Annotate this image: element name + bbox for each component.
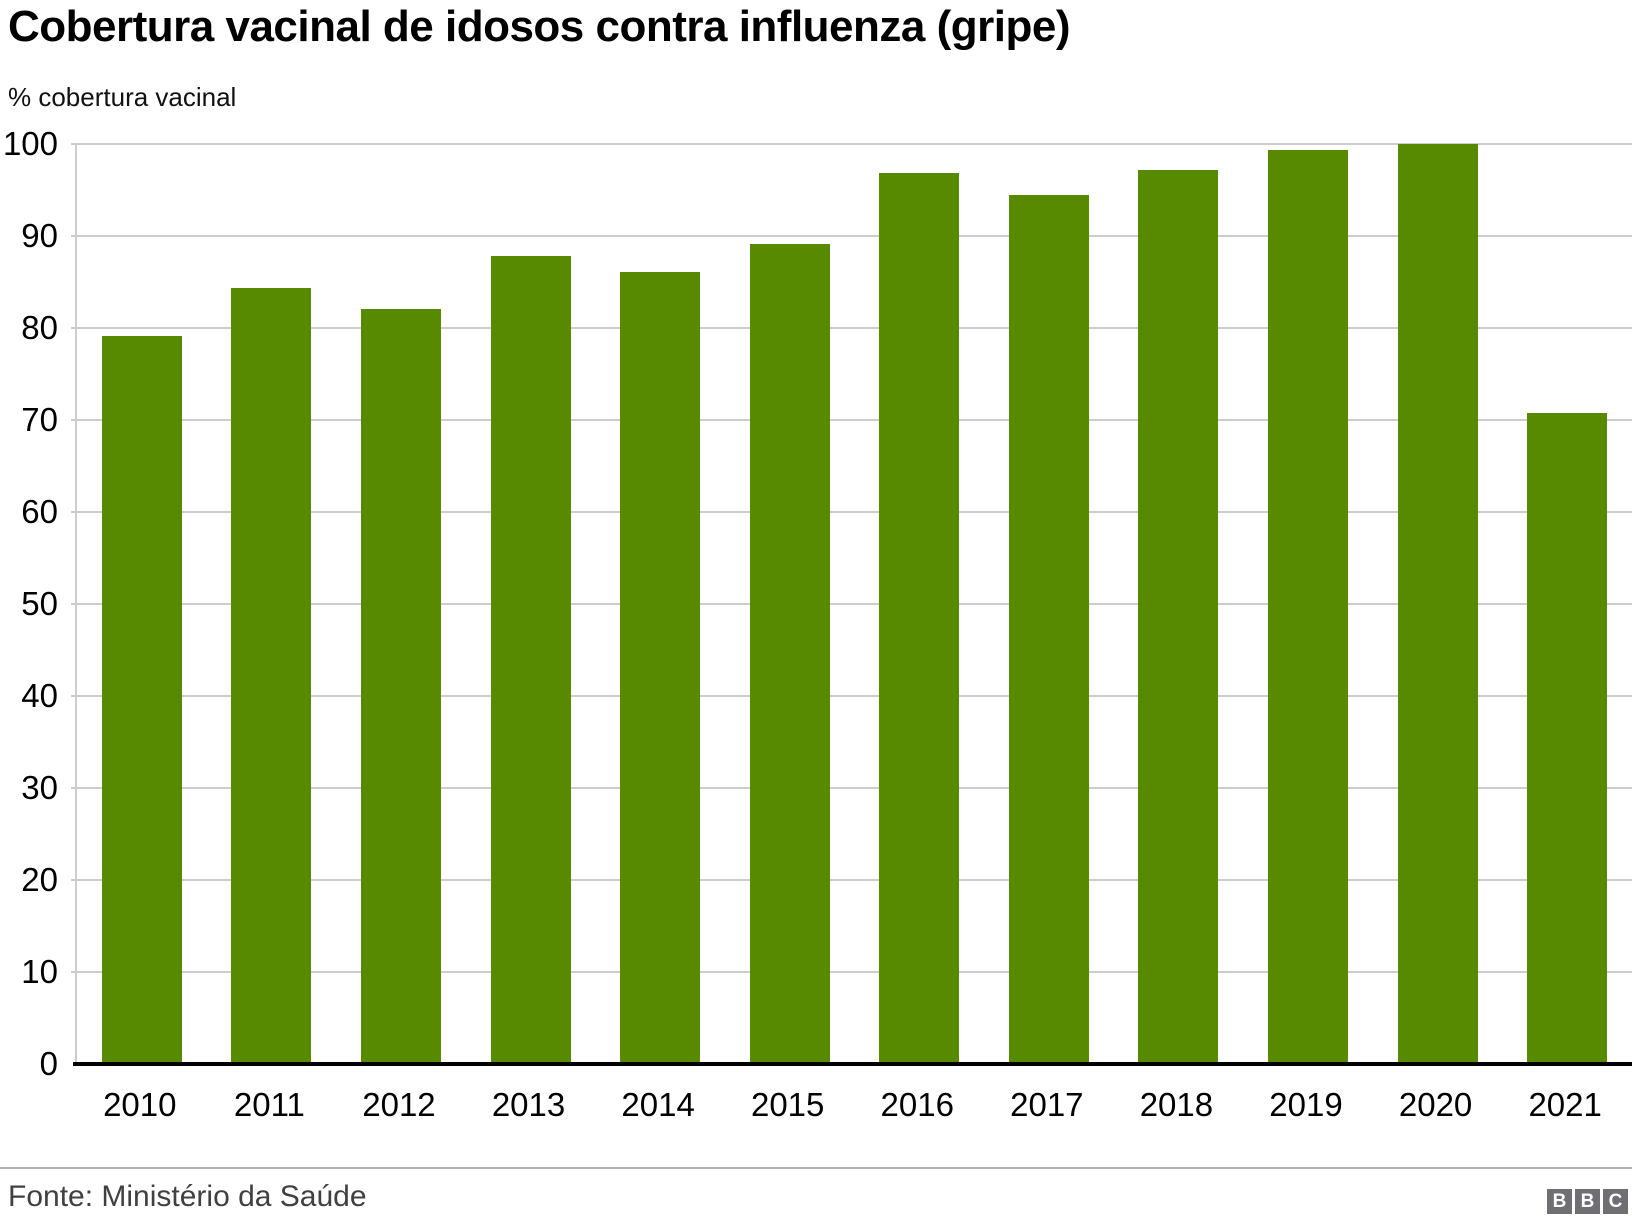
- x-tick-label: 2013: [491, 1086, 566, 1123]
- gridline: [71, 879, 1632, 881]
- bar-2016: [879, 172, 960, 1064]
- bar-2020: [1397, 144, 1478, 1064]
- x-tick-label: 2021: [1528, 1086, 1602, 1123]
- x-tick-label: 2016: [880, 1086, 954, 1123]
- bar-2013: [490, 256, 571, 1064]
- bar-2014: [620, 271, 701, 1064]
- y-tick-label: 40: [21, 677, 58, 714]
- x-tick-label: 2014: [621, 1086, 695, 1123]
- bar-slot: [336, 144, 466, 1064]
- y-tick-label: 10: [21, 953, 58, 990]
- bar-slot: [466, 144, 596, 1064]
- bar-2017: [1008, 194, 1089, 1064]
- y-axis: 0 10 20 30 40 50 60 70 80 90 100: [0, 126, 58, 1082]
- gridline: [71, 419, 1632, 421]
- y-tick-label: 20: [21, 861, 58, 898]
- gridline: [71, 511, 1632, 513]
- bars: [77, 144, 1632, 1064]
- y-tick-label: 80: [21, 309, 58, 346]
- bar-2011: [231, 288, 312, 1064]
- footer-divider: [0, 1167, 1632, 1169]
- bar-slot: [207, 144, 337, 1064]
- bar-2019: [1267, 149, 1348, 1064]
- x-tick-label: 2015: [750, 1086, 825, 1123]
- x-tick-label: 2019: [1269, 1086, 1343, 1123]
- bar-slot: [854, 144, 984, 1064]
- gridline: [71, 695, 1632, 697]
- logo-letter-box: B: [1547, 1189, 1572, 1214]
- bar-slot: [1243, 144, 1373, 1064]
- bar-slot: [1502, 144, 1632, 1064]
- bar-2018: [1138, 169, 1219, 1064]
- y-tick-label: 50: [21, 585, 58, 622]
- bar-2015: [749, 244, 830, 1064]
- bbc-logo: B B C: [1547, 1189, 1628, 1214]
- y-tick-label: 0: [39, 1045, 58, 1082]
- x-tick-label: 2018: [1139, 1086, 1214, 1123]
- y-tick-label: 30: [21, 769, 58, 806]
- x-tick-label: 2020: [1398, 1086, 1473, 1123]
- gridline: [71, 235, 1632, 237]
- y-axis-unit-label: % cobertura vacinal: [8, 82, 237, 112]
- bar-2012: [360, 308, 441, 1064]
- x-tick-label: 2010: [103, 1086, 177, 1123]
- logo-letter-box: B: [1575, 1189, 1600, 1214]
- bar-slot: [725, 144, 855, 1064]
- y-tick-label: 60: [21, 493, 58, 530]
- y-tick-label: 100: [2, 125, 58, 162]
- x-tick-label: 2012: [362, 1086, 436, 1123]
- source-text: Fonte: Ministério da Saúde: [8, 1180, 367, 1213]
- gridline: [71, 603, 1632, 605]
- x-axis: 2010 2011 2012 2013 2014 2015 2016 2017 2018 2019…: [75, 1086, 1630, 1124]
- bar-2021: [1527, 412, 1608, 1064]
- gridline: [71, 971, 1632, 973]
- bar-2010: [101, 336, 182, 1064]
- bar-slot: [984, 144, 1114, 1064]
- x-tick-label: 2017: [1010, 1086, 1084, 1123]
- gridline: [71, 143, 1632, 145]
- logo-letter-box: C: [1603, 1189, 1628, 1214]
- chart-title: Cobertura vacinal de idosos contra influ…: [8, 2, 1070, 51]
- x-tick-label: 2011: [233, 1086, 305, 1123]
- x-axis-baseline: [73, 1062, 1632, 1066]
- gridline: [71, 327, 1632, 329]
- plot-area: [71, 143, 1632, 1066]
- bar-slot: [1373, 144, 1503, 1064]
- y-tick-label: 90: [21, 217, 58, 254]
- bar-slot: [77, 144, 207, 1064]
- gridline: [71, 787, 1632, 789]
- bar-slot: [595, 144, 725, 1064]
- y-tick-label: 70: [21, 401, 58, 438]
- bar-slot: [1114, 144, 1244, 1064]
